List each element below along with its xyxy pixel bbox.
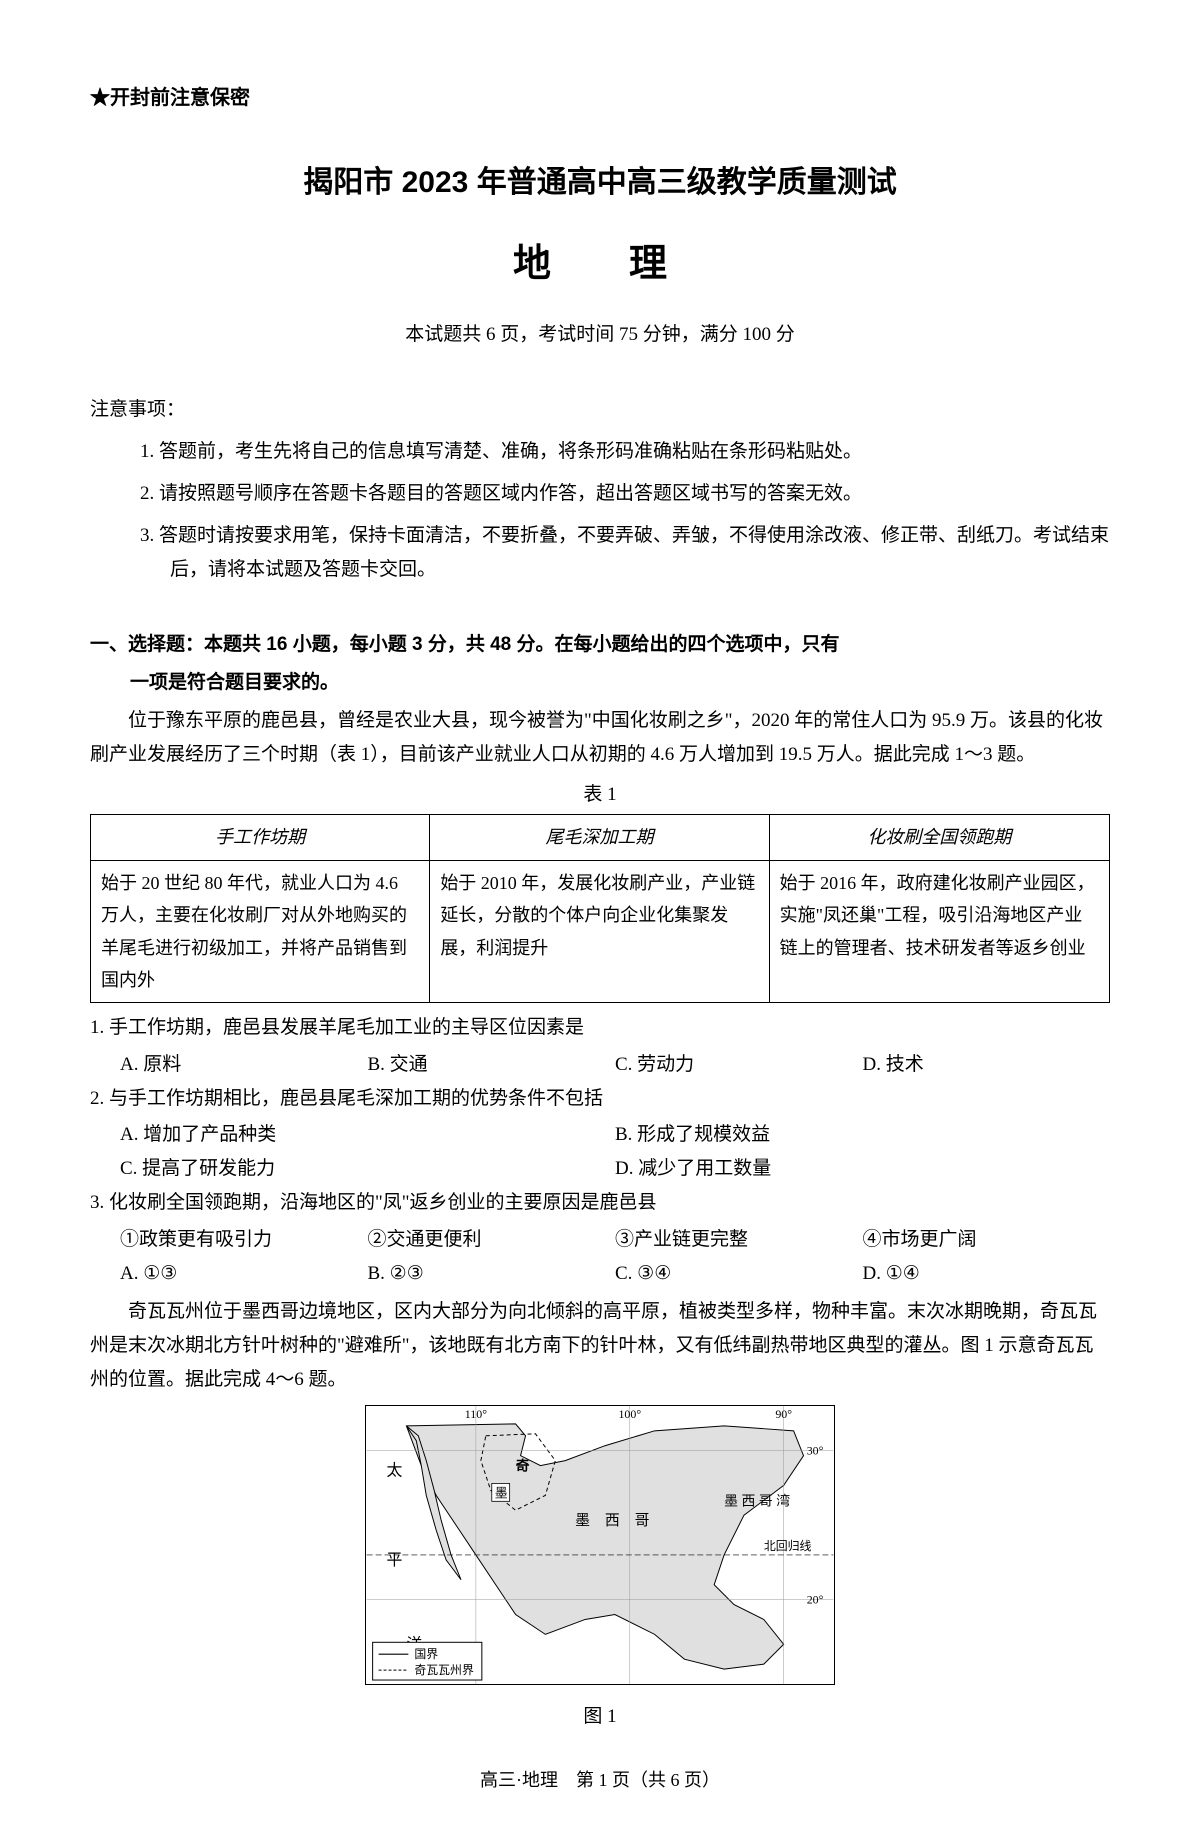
table-header: 化妆刷全国领跑期 — [769, 815, 1109, 860]
period-table: 手工作坊期 尾毛深加工期 化妆刷全国领跑期 始于 20 世纪 80 年代，就业人… — [90, 814, 1110, 1003]
option-d: D. 减少了用工数量 — [615, 1152, 1110, 1186]
note-item: 3. 答题时请按要求用笔，保持卡面清洁，不要折叠，不要弄破、弄皱，不得使用涂改液… — [140, 519, 1110, 587]
svg-text:太: 太 — [387, 1462, 403, 1480]
svg-text:100°: 100° — [618, 1407, 641, 1421]
question-1: 1. 手工作坊期，鹿邑县发展羊尾毛加工业的主导区位因素是 — [90, 1011, 1110, 1045]
option-c: C. 劳动力 — [615, 1048, 863, 1082]
option-a: A. 原料 — [120, 1048, 368, 1082]
sub-option: ④市场更广阔 — [863, 1223, 1111, 1257]
table-cell: 始于 20 世纪 80 年代，就业人口为 4.6 万人，主要在化妆刷厂对从外地购… — [91, 860, 430, 1003]
option-b: B. 形成了规模效益 — [615, 1118, 1110, 1152]
question-2-options: A. 增加了产品种类 B. 形成了规模效益 C. 提高了研发能力 D. 减少了用… — [90, 1118, 1110, 1186]
subject-title: 地 理 — [90, 230, 1110, 298]
section-heading: 一、选择题：本题共 16 小题，每小题 3 分，共 48 分。在每小题给出的四个… — [90, 628, 1110, 662]
chihuahua-map: 110° 100° 90° 30° 20° 太 平 洋 墨 西 哥 墨 西 哥 … — [365, 1405, 835, 1685]
svg-text:国界: 国界 — [414, 1648, 438, 1662]
table-cell: 始于 2010 年，发展化妆刷产业，产业链延长，分散的个体户向企业化集聚发展，利… — [430, 860, 769, 1003]
svg-text:奇瓦瓦州界: 奇瓦瓦州界 — [414, 1664, 474, 1678]
page-footer: 高三·地理 第 1 页（共 6 页） — [90, 1764, 1110, 1796]
svg-text:墨 西 哥 湾: 墨 西 哥 湾 — [724, 1493, 790, 1510]
svg-text:20°: 20° — [807, 1593, 824, 1607]
svg-text:北回归线: 北回归线 — [764, 1539, 812, 1553]
option-a: A. 增加了产品种类 — [120, 1118, 615, 1152]
svg-text:平: 平 — [387, 1552, 403, 1569]
option-c: C. ③④ — [615, 1257, 863, 1291]
svg-text:30°: 30° — [807, 1444, 824, 1458]
svg-text:90°: 90° — [775, 1407, 792, 1421]
option-b: B. 交通 — [368, 1048, 616, 1082]
notes-list: 1. 答题前，考生先将自己的信息填写清楚、准确，将条形码准确粘贴在条形码粘贴处。… — [90, 435, 1110, 588]
question-3: 3. 化妆刷全国领跑期，沿海地区的"凤"返乡创业的主要原因是鹿邑县 — [90, 1186, 1110, 1220]
option-b: B. ②③ — [368, 1257, 616, 1291]
section-heading-sub: 一项是符合题目要求的。 — [90, 666, 1110, 700]
sub-option: ③产业链更完整 — [615, 1223, 863, 1257]
table-row: 始于 20 世纪 80 年代，就业人口为 4.6 万人，主要在化妆刷厂对从外地购… — [91, 860, 1110, 1003]
sub-option: ①政策更有吸引力 — [120, 1223, 368, 1257]
exam-title: 揭阳市 2023 年普通高中高三级教学质量测试 — [90, 156, 1110, 210]
figure-caption: 图 1 — [90, 1700, 1110, 1734]
svg-text:110°: 110° — [465, 1407, 487, 1421]
question-number: 1. — [90, 1017, 104, 1038]
notes-heading: 注意事项： — [90, 393, 1110, 427]
table-cell: 始于 2016 年，政府建化妆刷产业园区，实施"凤还巢"工程，吸引沿海地区产业链… — [769, 860, 1109, 1003]
question-number: 2. — [90, 1088, 104, 1109]
option-a: A. ①③ — [120, 1257, 368, 1291]
note-item: 1. 答题前，考生先将自己的信息填写清楚、准确，将条形码准确粘贴在条形码粘贴处。 — [140, 435, 1110, 469]
table-caption: 表 1 — [90, 778, 1110, 812]
question-text: 与手工作坊期相比，鹿邑县尾毛深加工期的优势条件不包括 — [109, 1088, 603, 1109]
option-d: D. ①④ — [863, 1257, 1111, 1291]
svg-text:奇: 奇 — [516, 1458, 530, 1475]
exam-info: 本试题共 6 页，考试时间 75 分钟，满分 100 分 — [90, 318, 1110, 352]
option-c: C. 提高了研发能力 — [120, 1152, 615, 1186]
question-text: 化妆刷全国领跑期，沿海地区的"凤"返乡创业的主要原因是鹿邑县 — [109, 1192, 657, 1213]
question-2: 2. 与手工作坊期相比，鹿邑县尾毛深加工期的优势条件不包括 — [90, 1082, 1110, 1116]
option-d: D. 技术 — [863, 1048, 1111, 1082]
question-number: 3. — [90, 1192, 104, 1213]
table-header: 尾毛深加工期 — [430, 815, 769, 860]
sub-option: ②交通更便利 — [368, 1223, 616, 1257]
svg-text:墨: 墨 — [495, 1487, 508, 1501]
map-figure: 110° 100° 90° 30° 20° 太 平 洋 墨 西 哥 墨 西 哥 … — [90, 1405, 1110, 1733]
confidential-notice: ★开封前注意保密 — [90, 80, 1110, 116]
svg-text:墨 西 哥: 墨 西 哥 — [575, 1514, 649, 1530]
passage-2: 奇瓦瓦州位于墨西哥边境地区，区内大部分为向北倾斜的高平原，植被类型多样，物种丰富… — [90, 1295, 1110, 1398]
question-3-suboptions: ①政策更有吸引力 ②交通更便利 ③产业链更完整 ④市场更广阔 — [90, 1223, 1110, 1257]
question-text: 手工作坊期，鹿邑县发展羊尾毛加工业的主导区位因素是 — [109, 1017, 584, 1038]
question-3-options: A. ①③ B. ②③ C. ③④ D. ①④ — [90, 1257, 1110, 1291]
passage-1: 位于豫东平原的鹿邑县，曾经是农业大县，现今被誉为"中国化妆刷之乡"，2020 年… — [90, 704, 1110, 772]
note-item: 2. 请按照题号顺序在答题卡各题目的答题区域内作答，超出答题区域书写的答案无效。 — [140, 477, 1110, 511]
question-1-options: A. 原料 B. 交通 C. 劳动力 D. 技术 — [90, 1048, 1110, 1082]
table-header: 手工作坊期 — [91, 815, 430, 860]
